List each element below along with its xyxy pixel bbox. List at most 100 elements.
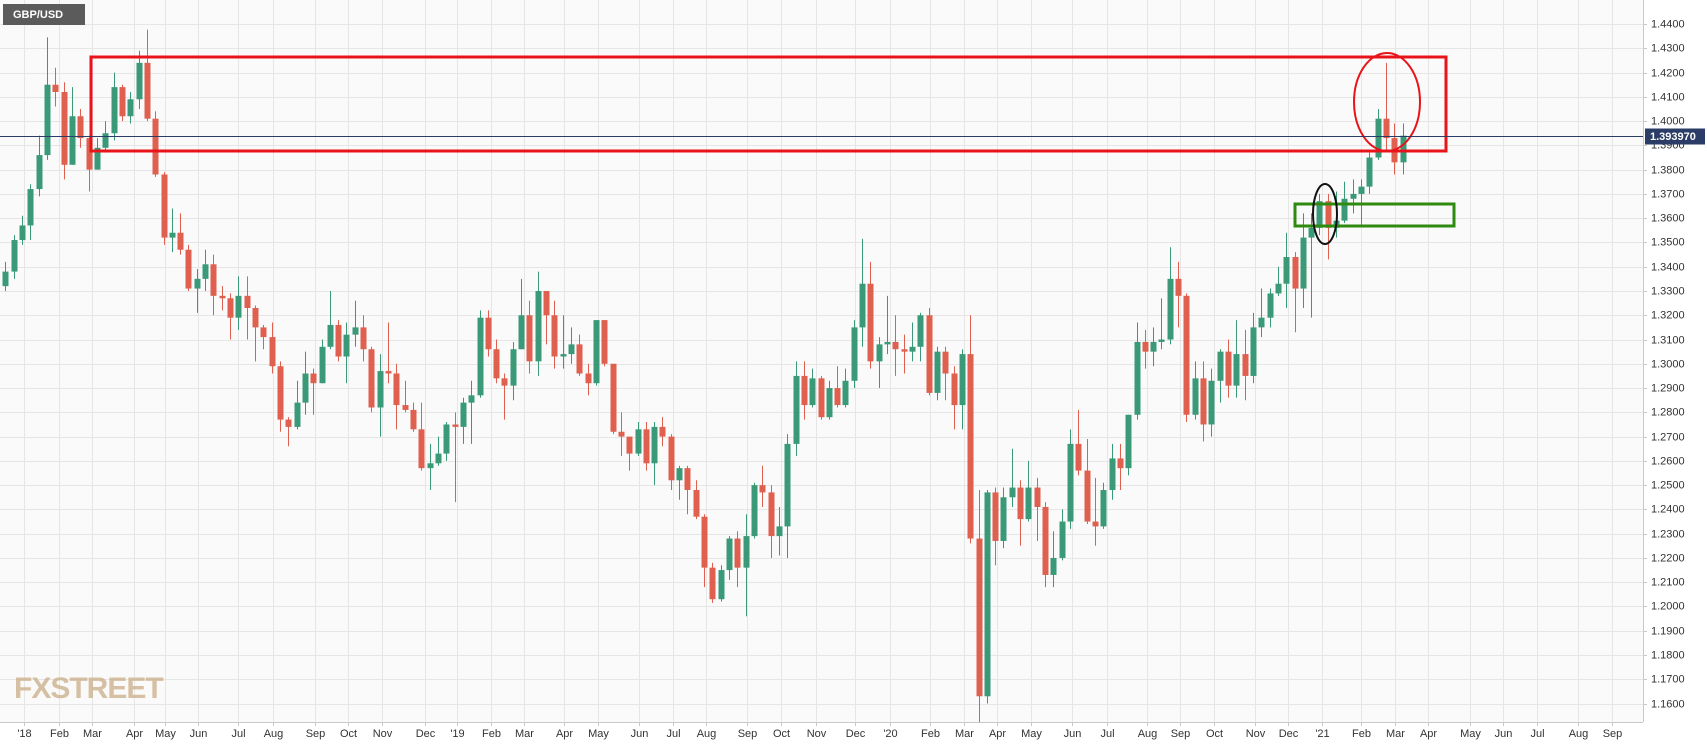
candle-body	[1225, 351, 1232, 386]
candle-body	[892, 341, 899, 350]
candle-body	[136, 62, 143, 100]
candle-body	[343, 334, 350, 357]
x-tick-label: Apr	[989, 728, 1006, 740]
candle-body	[1042, 506, 1049, 575]
y-tick-label: 1.3700	[1651, 188, 1685, 200]
candle-body	[560, 354, 567, 357]
candle-body	[510, 349, 517, 386]
candle-body	[86, 138, 93, 170]
candle-body	[1142, 341, 1149, 352]
candle-body	[1059, 521, 1066, 558]
x-tick-label: Feb	[1352, 728, 1371, 740]
candle-body	[302, 373, 309, 403]
candle-body	[477, 317, 484, 396]
candle-body	[1300, 237, 1307, 289]
candle-body	[210, 264, 217, 296]
candle-body	[967, 354, 974, 539]
candle-body	[1375, 118, 1382, 158]
candle-body	[2, 271, 9, 287]
candle-body	[1350, 193, 1357, 199]
x-tick-label: Sep	[1603, 728, 1623, 740]
candle-body	[1200, 378, 1207, 425]
x-tick-label: Feb	[50, 728, 69, 740]
candle-body	[1175, 278, 1182, 296]
x-tick-label: Oct	[773, 728, 790, 740]
x-tick-label: May	[1021, 728, 1042, 740]
x-tick-label: Feb	[482, 728, 501, 740]
candle-body	[668, 436, 675, 481]
candle-body	[227, 298, 234, 318]
x-tick-label: Oct	[340, 728, 357, 740]
x-tick-label: Nov	[807, 728, 827, 740]
candle-body	[277, 366, 284, 420]
candle-body	[219, 295, 226, 299]
candle-body	[185, 249, 192, 289]
candle-body	[1233, 354, 1240, 386]
x-tick-label: Apr	[126, 728, 143, 740]
candle-body	[576, 344, 583, 374]
candle-body	[718, 570, 725, 600]
candle-body	[568, 344, 575, 355]
candle-body	[452, 424, 459, 427]
y-tick-label: 1.2600	[1651, 455, 1685, 467]
candle-body	[917, 315, 924, 347]
candle-body	[1316, 201, 1323, 228]
candle-body	[69, 116, 76, 165]
candle-body	[1308, 227, 1315, 238]
x-tick-label: Oct	[1206, 728, 1223, 740]
candle-body	[177, 232, 184, 250]
candle-body	[818, 378, 825, 418]
candle-body	[942, 351, 949, 374]
x-tick-label: Dec	[846, 728, 866, 740]
y-tick-label: 1.4200	[1651, 67, 1685, 79]
title-box	[3, 4, 85, 25]
candle-body	[1100, 489, 1107, 527]
candle-body	[352, 327, 359, 335]
candle-body	[751, 485, 758, 537]
candle-body	[851, 327, 858, 381]
candle-body	[402, 405, 409, 410]
candle-body	[418, 429, 425, 469]
candle-body	[1092, 521, 1099, 527]
candle-body	[601, 320, 608, 364]
candle-body	[19, 225, 26, 241]
candle-body	[801, 375, 808, 406]
candle-body	[684, 468, 691, 490]
x-tick-label: Nov	[373, 728, 393, 740]
candle-body	[435, 453, 442, 464]
x-tick-label: Apr	[556, 728, 573, 740]
y-tick-label: 1.1700	[1651, 673, 1685, 685]
x-tick-label: Feb	[921, 728, 940, 740]
y-tick-label: 1.2400	[1651, 503, 1685, 515]
y-tick-label: 1.2200	[1651, 552, 1685, 564]
candle-body	[1383, 118, 1390, 139]
candle-body	[593, 320, 600, 384]
candle-body	[94, 147, 101, 170]
candle-body	[1242, 354, 1249, 376]
x-tick-label: Nov	[1246, 728, 1266, 740]
candle-body	[269, 337, 276, 367]
candle-body	[585, 373, 592, 384]
candle-body	[235, 295, 242, 318]
x-tick-label: Aug	[697, 728, 717, 740]
x-tick-label: '18	[17, 728, 31, 740]
x-tick-label: Sep	[306, 728, 326, 740]
candle-body	[709, 567, 716, 600]
current-price-label: 1.393970	[1650, 131, 1696, 143]
candle-body	[1283, 257, 1290, 284]
candle-body	[202, 264, 209, 279]
y-tick-label: 1.3200	[1651, 309, 1685, 321]
candle-body	[127, 99, 134, 117]
candle-body	[518, 315, 525, 350]
highlight-ellipse	[1353, 52, 1421, 152]
candle-body	[859, 283, 866, 328]
x-tick-label: Mar	[955, 728, 974, 740]
x-tick-label: Jul	[1530, 728, 1544, 740]
candle-body	[1050, 557, 1057, 575]
candle-body	[152, 118, 159, 175]
y-tick-label: 1.4100	[1651, 91, 1685, 103]
candle-body	[11, 240, 18, 272]
candle-body	[61, 91, 68, 165]
candle-body	[743, 536, 750, 568]
